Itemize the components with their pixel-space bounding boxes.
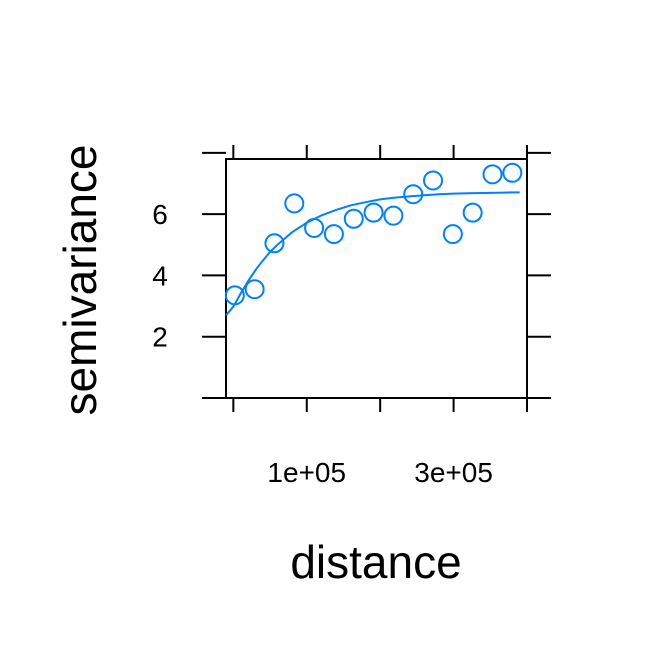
y-tick-label: 4: [152, 260, 168, 291]
y-axis: 2 4 6: [152, 151, 551, 399]
data-point: [462, 202, 483, 223]
data-point: [502, 162, 523, 183]
data-point: [383, 205, 404, 226]
data-point: [343, 208, 364, 229]
data-point: [264, 233, 285, 254]
data-point: [423, 170, 444, 191]
data-points: [224, 162, 523, 306]
data-point: [323, 224, 344, 245]
data-point: [442, 224, 463, 245]
data-point: [482, 164, 503, 185]
data-point: [363, 202, 384, 223]
fit-curve: [225, 191, 520, 316]
data-point: [244, 279, 265, 300]
y-tick-label: 6: [152, 199, 168, 230]
x-tick-label: 1e+05: [267, 457, 346, 488]
data-point: [304, 217, 325, 238]
x-axis: 1e+05 3e+05: [232, 145, 528, 488]
x-tick-label: 3e+05: [414, 457, 493, 488]
x-axis-title: distance: [290, 536, 461, 588]
y-tick-label: 2: [152, 322, 168, 353]
y-axis-title: semivariance: [54, 145, 106, 416]
data-point: [403, 184, 424, 205]
data-point: [224, 285, 245, 306]
data-point: [284, 193, 305, 214]
plot-frame: [225, 158, 528, 399]
